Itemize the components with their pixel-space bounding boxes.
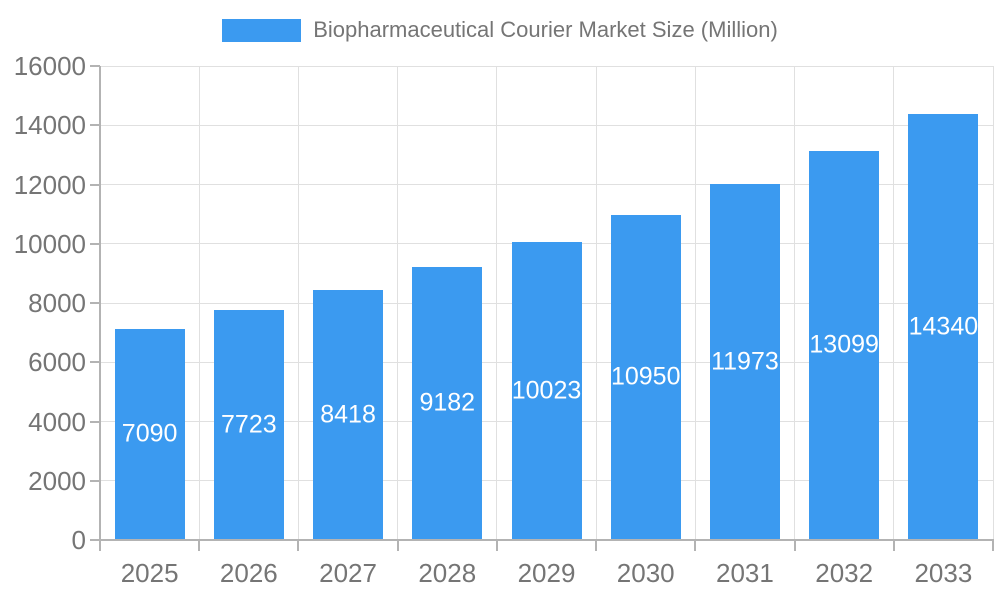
- x-axis-label-2028: 2028: [418, 558, 477, 588]
- y-axis-tick: [90, 420, 100, 423]
- bar-2029[interactable]: 10023: [511, 242, 582, 539]
- y-axis-tick: [90, 302, 100, 304]
- h-gridline: [100, 124, 993, 126]
- x-axis-tick: [694, 541, 697, 551]
- bar-value-label: 8418: [320, 400, 376, 428]
- v-gridline: [496, 66, 498, 540]
- h-gridline: [100, 184, 993, 185]
- y-axis-tick: [90, 361, 100, 364]
- y-axis-tick: [90, 479, 100, 482]
- x-axis-tick: [495, 541, 498, 551]
- x-axis-tick: [297, 541, 300, 551]
- bar-value-label: 10023: [511, 376, 582, 404]
- y-axis-label: 12000: [13, 169, 86, 200]
- y-axis-label: 6000: [28, 347, 86, 378]
- bar-value-label: 14340: [908, 312, 979, 340]
- bar-value-label: 11973: [711, 347, 779, 375]
- x-axis-label-2027: 2027: [319, 558, 377, 588]
- bar-value-label: 7090: [121, 419, 178, 448]
- bar-2025[interactable]: 7090: [114, 329, 185, 539]
- bar-2032[interactable]: 13099: [809, 151, 880, 539]
- y-axis-label: 4000: [28, 406, 86, 437]
- y-axis-label: 0: [71, 525, 86, 555]
- y-axis-label: 16000: [13, 51, 86, 81]
- v-gridline: [595, 66, 597, 540]
- y-axis-tick: [90, 65, 100, 67]
- y-axis-tick: [90, 242, 100, 245]
- bar-value-label: 9182: [419, 388, 476, 417]
- x-axis-label-2030: 2030: [616, 558, 675, 588]
- y-axis-line: [99, 66, 101, 551]
- x-axis-tick: [396, 541, 399, 551]
- x-axis-label-2029: 2029: [517, 558, 576, 588]
- x-axis-label-2032: 2032: [815, 558, 874, 588]
- legend-swatch: [222, 18, 302, 42]
- x-axis-tick: [198, 541, 201, 551]
- bar-value-label: 7723: [221, 410, 277, 438]
- y-axis-tick: [90, 539, 100, 541]
- x-axis-label-2025: 2025: [120, 558, 179, 588]
- bar-2033[interactable]: 14340: [908, 114, 979, 539]
- y-axis-label: 10000: [13, 228, 86, 259]
- x-axis-line: [99, 539, 994, 541]
- y-axis-label: 14000: [13, 110, 86, 141]
- v-gridline: [992, 66, 994, 540]
- h-gridline: [100, 65, 993, 67]
- legend-label: Biopharmaceutical Courier Market Size (M…: [313, 17, 778, 42]
- bar-2031[interactable]: 11973: [709, 184, 780, 539]
- v-gridline: [198, 66, 200, 540]
- bar-2027[interactable]: 8418: [313, 290, 384, 539]
- x-axis-tick: [892, 541, 895, 551]
- y-axis-tick: [90, 183, 100, 186]
- x-axis-tick: [595, 541, 598, 551]
- y-axis-label: 2000: [28, 465, 86, 496]
- bar-2026[interactable]: 7723: [213, 310, 284, 539]
- y-axis-label: 8000: [28, 288, 86, 318]
- legend[interactable]: Biopharmaceutical Courier Market Size (M…: [0, 17, 1000, 43]
- v-gridline: [794, 66, 796, 540]
- y-axis-tick: [90, 124, 100, 127]
- bar-value-label: 10950: [610, 362, 681, 391]
- v-gridline: [297, 66, 299, 540]
- v-gridline: [893, 66, 895, 540]
- v-gridline: [397, 66, 399, 540]
- x-axis-label-2033: 2033: [914, 558, 973, 588]
- x-axis-tick: [992, 541, 994, 551]
- v-gridline: [694, 66, 696, 540]
- x-axis-tick: [793, 541, 796, 551]
- bar-2030[interactable]: 10950: [610, 215, 681, 539]
- bar-value-label: 13099: [809, 330, 879, 359]
- bar-2028[interactable]: 9182: [412, 267, 483, 539]
- x-axis-label-2031: 2031: [716, 558, 774, 588]
- x-axis-label-2026: 2026: [219, 558, 278, 588]
